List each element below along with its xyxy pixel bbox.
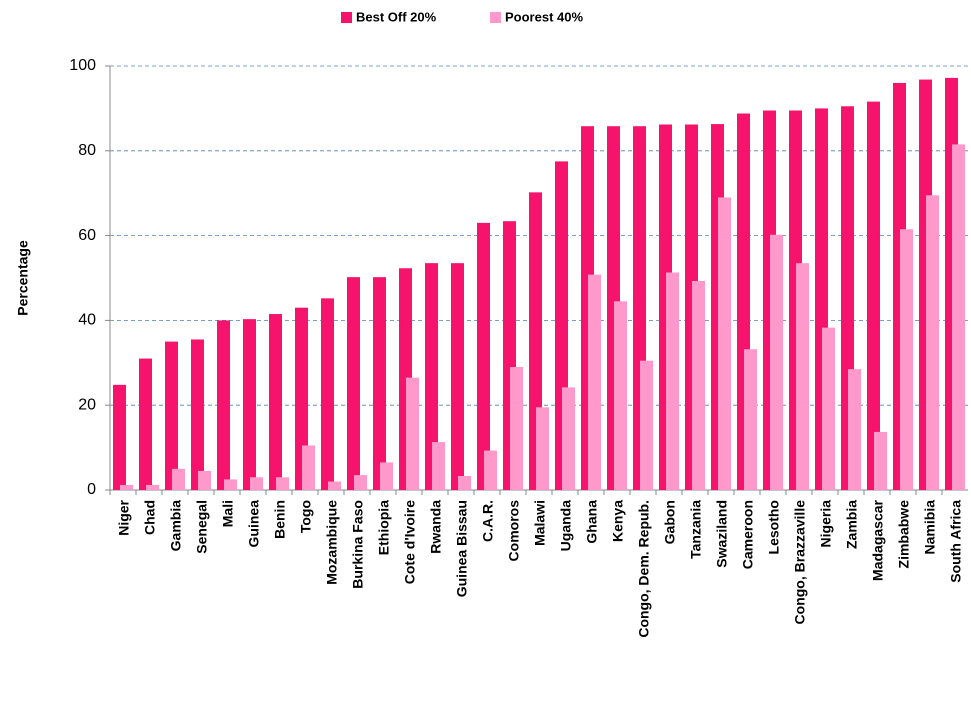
y-tick-label: 0 xyxy=(87,481,96,498)
x-tick-label: Zambia xyxy=(844,500,860,549)
y-axis-label: Percentage xyxy=(15,240,31,316)
bar xyxy=(172,468,185,490)
bar xyxy=(874,431,887,490)
x-tick-label: Namibia xyxy=(922,500,938,555)
y-tick-label: 60 xyxy=(78,227,96,244)
x-tick-label: Guinea xyxy=(246,500,262,548)
x-tick-label: Togo xyxy=(298,500,314,533)
x-tick-label: Uganda xyxy=(558,500,574,552)
bar xyxy=(588,274,601,490)
bar xyxy=(744,349,757,490)
x-tick-label: Guinea Bissau xyxy=(454,500,470,597)
bar xyxy=(822,327,835,490)
bar xyxy=(243,319,256,490)
bar xyxy=(113,384,126,490)
bar xyxy=(321,298,334,490)
x-tick-label: Malawi xyxy=(532,500,548,546)
x-tick-label: Zimbabwe xyxy=(896,500,912,569)
bar xyxy=(640,360,653,490)
x-tick-label: Niger xyxy=(116,499,132,535)
bar xyxy=(302,445,315,490)
bar xyxy=(432,442,445,490)
x-tick-label: Mali xyxy=(220,500,236,527)
bar xyxy=(718,197,731,490)
legend-swatch xyxy=(341,12,352,23)
bar xyxy=(146,484,159,490)
bar xyxy=(536,407,549,490)
bar xyxy=(614,301,627,490)
x-tick-label: Chad xyxy=(142,500,158,535)
x-tick-label: Cameroon xyxy=(740,500,756,569)
legend-swatch xyxy=(490,12,501,23)
y-tick-label: 40 xyxy=(78,312,96,329)
bar xyxy=(484,450,497,490)
bar xyxy=(373,277,386,490)
x-tick-label: Benin xyxy=(272,500,288,539)
x-tick-label: Madagascar xyxy=(870,499,886,580)
x-tick-label: Comoros xyxy=(506,500,522,562)
bar xyxy=(692,280,705,490)
bar xyxy=(952,144,965,490)
x-tick-label: Ethiopia xyxy=(376,500,392,555)
x-tick-label: Rwanda xyxy=(428,500,444,554)
bar xyxy=(796,263,809,490)
bar xyxy=(217,320,230,490)
x-tick-label: Gambia xyxy=(168,500,184,552)
bar xyxy=(926,195,939,490)
bar xyxy=(451,263,464,490)
x-tick-label: Tanzania xyxy=(688,500,704,559)
x-tick-label: Lesotho xyxy=(766,500,782,554)
x-tick-label: Congo, Dem. Repub. xyxy=(636,500,652,638)
x-tick-label: C.A.R. xyxy=(480,500,496,542)
bar xyxy=(139,358,152,490)
x-tick-label: Gabon xyxy=(662,500,678,544)
bar xyxy=(120,484,133,490)
bar xyxy=(224,479,237,490)
y-tick-label: 20 xyxy=(78,396,96,413)
y-tick-label: 80 xyxy=(78,142,96,159)
bar xyxy=(477,222,490,490)
x-tick-label: South Africa xyxy=(948,500,964,583)
y-tick-label: 100 xyxy=(69,57,96,74)
bar xyxy=(510,367,523,490)
bar xyxy=(666,272,679,490)
bar xyxy=(900,229,913,491)
bar xyxy=(867,101,880,490)
bar xyxy=(562,387,575,490)
legend-label: Best Off 20% xyxy=(356,9,437,24)
x-tick-label: Nigeria xyxy=(818,500,834,548)
legend-label: Poorest 40% xyxy=(505,9,583,24)
x-tick-label: Congo, Brazzaville xyxy=(792,500,808,625)
bar xyxy=(347,277,360,490)
bar xyxy=(354,475,367,490)
bar xyxy=(328,481,341,490)
bar xyxy=(770,234,783,490)
bar xyxy=(380,462,393,490)
bar xyxy=(425,263,438,490)
bar xyxy=(269,314,282,490)
bar xyxy=(191,339,204,490)
x-tick-label: Cote d'Ivoire xyxy=(402,500,418,584)
x-tick-label: Burkina Faso xyxy=(350,500,366,589)
x-tick-label: Kenya xyxy=(610,500,626,542)
x-tick-label: Senegal xyxy=(194,500,210,554)
bar xyxy=(406,377,419,490)
bar xyxy=(295,307,308,490)
bar xyxy=(276,477,289,490)
bar xyxy=(848,369,861,490)
x-tick-label: Mozambique xyxy=(324,500,340,585)
bar xyxy=(458,476,471,490)
bar xyxy=(165,341,178,490)
x-tick-label: Swaziland xyxy=(714,500,730,568)
bar xyxy=(198,470,211,490)
bar xyxy=(250,477,263,490)
x-tick-label: Ghana xyxy=(584,500,600,544)
